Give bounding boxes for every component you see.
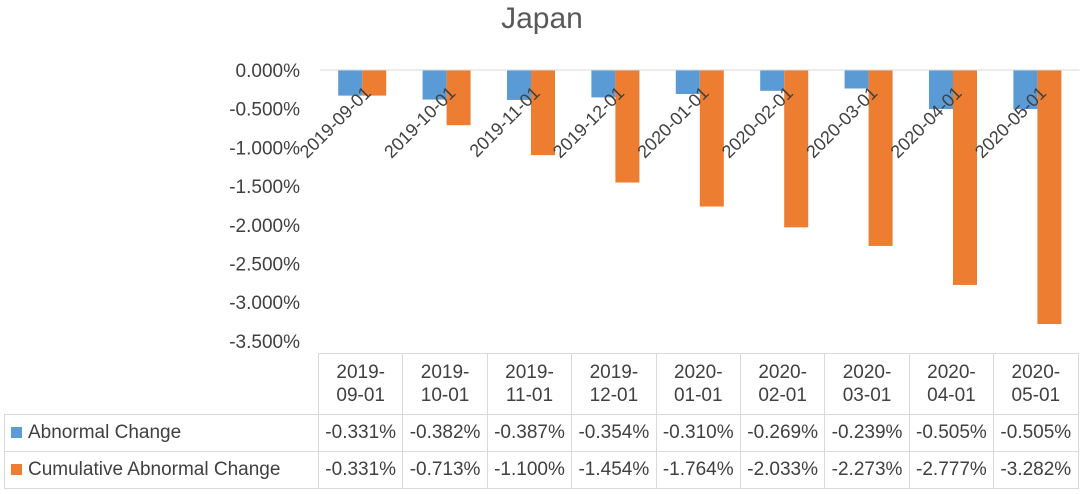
legend-swatch <box>11 464 22 475</box>
bar-cumulative-abnormal-change <box>953 70 977 285</box>
table-cell: -0.269% <box>739 414 826 452</box>
table-cell: -0.239% <box>824 414 910 452</box>
table-cell: -1.454% <box>571 451 657 489</box>
table-row: Abnormal Change -0.331% -0.382% -0.387% -0.3… <box>4 414 1079 452</box>
table-cell: -3.282% <box>993 451 1079 489</box>
legend-label: Cumulative Abnormal Change <box>28 459 281 480</box>
y-tick-label: -2.500% <box>229 255 300 276</box>
table-cell: -0.331% <box>317 451 404 489</box>
table-cell: -0.713% <box>402 451 488 489</box>
table-cell: -0.505% <box>993 414 1079 452</box>
table-cell: -2.273% <box>824 451 910 489</box>
table-header-cell: 2020- 05-01 <box>993 353 1079 415</box>
legend-entry: Abnormal Change <box>4 414 319 452</box>
y-tick-label: -1.000% <box>229 138 300 159</box>
bar-abnormal-change <box>591 70 616 98</box>
bar-cumulative-abnormal-change <box>362 70 387 96</box>
y-tick-label: -0.500% <box>229 100 300 121</box>
table-corner <box>4 353 319 415</box>
bar-cumulative-abnormal-change <box>784 70 809 228</box>
bar-cumulative-abnormal-change <box>699 70 724 207</box>
y-tick-label: 0.000% <box>236 61 301 82</box>
table-cell: -0.354% <box>571 414 657 452</box>
bar-cumulative-abnormal-change <box>531 70 555 156</box>
bar-abnormal-change <box>422 70 447 100</box>
table-header-cell: 2020- 04-01 <box>908 353 995 415</box>
bar-cumulative-abnormal-change <box>446 70 471 126</box>
table-header-cell: 2020- 02-01 <box>739 353 826 415</box>
legend-swatch <box>11 427 22 438</box>
table-header-row: 2019- 09-01 2019- 10-01 2019- 11-01 2019- 1… <box>4 353 1079 415</box>
y-tick-label: -1.500% <box>229 177 300 198</box>
table-cell: -2.033% <box>739 451 826 489</box>
chart-title: Japan <box>501 2 583 35</box>
table-cell: -0.382% <box>402 414 488 452</box>
table-header-cell: 2019- 10-01 <box>402 353 488 415</box>
legend-entry: Cumulative Abnormal Change <box>4 451 319 489</box>
table-header-cell: 2019- 09-01 <box>317 353 404 415</box>
x-category-label: 2019-09-01 <box>296 83 375 162</box>
data-table: 2019- 09-01 2019- 10-01 2019- 11-01 2019- 1… <box>4 353 1079 489</box>
y-tick-label: -2.000% <box>229 216 300 237</box>
table-cell: -2.777% <box>908 451 995 489</box>
table-cell: -0.505% <box>908 414 995 452</box>
bar-abnormal-change <box>1013 70 1038 110</box>
bar-abnormal-change <box>338 70 363 96</box>
bar-abnormal-change <box>507 70 531 100</box>
table-header-cell: 2020- 03-01 <box>824 353 910 415</box>
bar-abnormal-change <box>675 70 700 94</box>
bar-abnormal-change <box>844 70 869 89</box>
table-header-cell: 2019- 11-01 <box>486 353 573 415</box>
table-cell: -0.310% <box>655 414 741 452</box>
table-cell: -1.100% <box>486 451 573 489</box>
bar-cumulative-abnormal-change <box>1037 70 1062 325</box>
table-row: Cumulative Abnormal Change -0.331% -0.713%… <box>4 451 1079 489</box>
table-header-cell: 2019- 12-01 <box>571 353 657 415</box>
bar-cumulative-abnormal-change <box>868 70 893 246</box>
y-tick-label: -3.000% <box>229 293 300 314</box>
table-cell: -1.764% <box>655 451 741 489</box>
y-tick-label: -3.500% <box>229 332 300 353</box>
table-cell: -0.331% <box>317 414 404 452</box>
table-header-cell: 2020- 01-01 <box>655 353 741 415</box>
bar-cumulative-abnormal-change <box>615 70 640 183</box>
legend-label: Abnormal Change <box>28 422 182 443</box>
bar-abnormal-change <box>929 70 953 110</box>
table-cell: -0.387% <box>486 414 573 452</box>
bar-abnormal-change <box>760 70 785 91</box>
